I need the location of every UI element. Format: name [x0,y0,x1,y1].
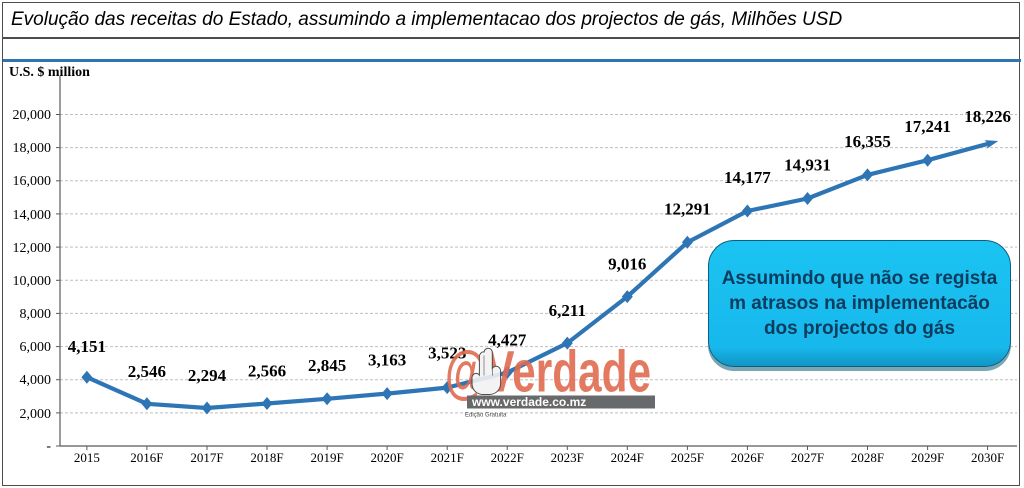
svg-text:2027F: 2027F [791,450,824,465]
svg-text:4,151: 4,151 [68,337,106,356]
svg-text:2025F: 2025F [671,450,704,465]
svg-text:2016F: 2016F [130,450,163,465]
svg-text:16,355: 16,355 [844,132,891,151]
svg-text:2030F: 2030F [971,450,1004,465]
svg-text:2020F: 2020F [370,450,403,465]
svg-text:4,000: 4,000 [20,373,52,388]
svg-text:2018F: 2018F [250,450,283,465]
svg-text:2017F: 2017F [190,450,223,465]
svg-text:17,241: 17,241 [904,117,951,136]
svg-text:14,177: 14,177 [724,168,771,187]
svg-text:2,845: 2,845 [308,356,346,375]
svg-text:2021F: 2021F [431,450,464,465]
svg-text:-: - [46,439,51,454]
svg-text:14,000: 14,000 [13,208,52,223]
svg-text:2,000: 2,000 [20,407,52,422]
svg-text:2019F: 2019F [310,450,343,465]
svg-text:2026F: 2026F [731,450,764,465]
svg-text:2029F: 2029F [911,450,944,465]
svg-text:6,211: 6,211 [549,301,586,320]
svg-text:20,000: 20,000 [13,108,52,123]
svg-text:16,000: 16,000 [13,174,52,189]
svg-text:2023F: 2023F [551,450,584,465]
svg-text:3,163: 3,163 [368,351,406,370]
svg-text:10,000: 10,000 [13,274,52,289]
svg-text:2024F: 2024F [611,450,644,465]
svg-text:18,226: 18,226 [964,107,1011,126]
svg-text:2,546: 2,546 [128,362,166,381]
svg-text:6,000: 6,000 [20,340,52,355]
svg-text:12,000: 12,000 [13,241,52,256]
svg-text:18,000: 18,000 [13,141,52,156]
svg-text:14,931: 14,931 [784,156,831,175]
svg-text:2,294: 2,294 [188,366,227,385]
svg-text:www.verdade.co.mz: www.verdade.co.mz [471,395,586,409]
svg-text:2,566: 2,566 [248,362,286,381]
svg-text:2015: 2015 [74,450,100,465]
svg-text:2028F: 2028F [851,450,884,465]
svg-text:8,000: 8,000 [20,307,52,322]
svg-text:2022F: 2022F [491,450,524,465]
svg-text:9,016: 9,016 [608,255,646,274]
svg-text:12,291: 12,291 [664,199,711,218]
svg-text:Edição Gratuita: Edição Gratuita [465,413,507,419]
